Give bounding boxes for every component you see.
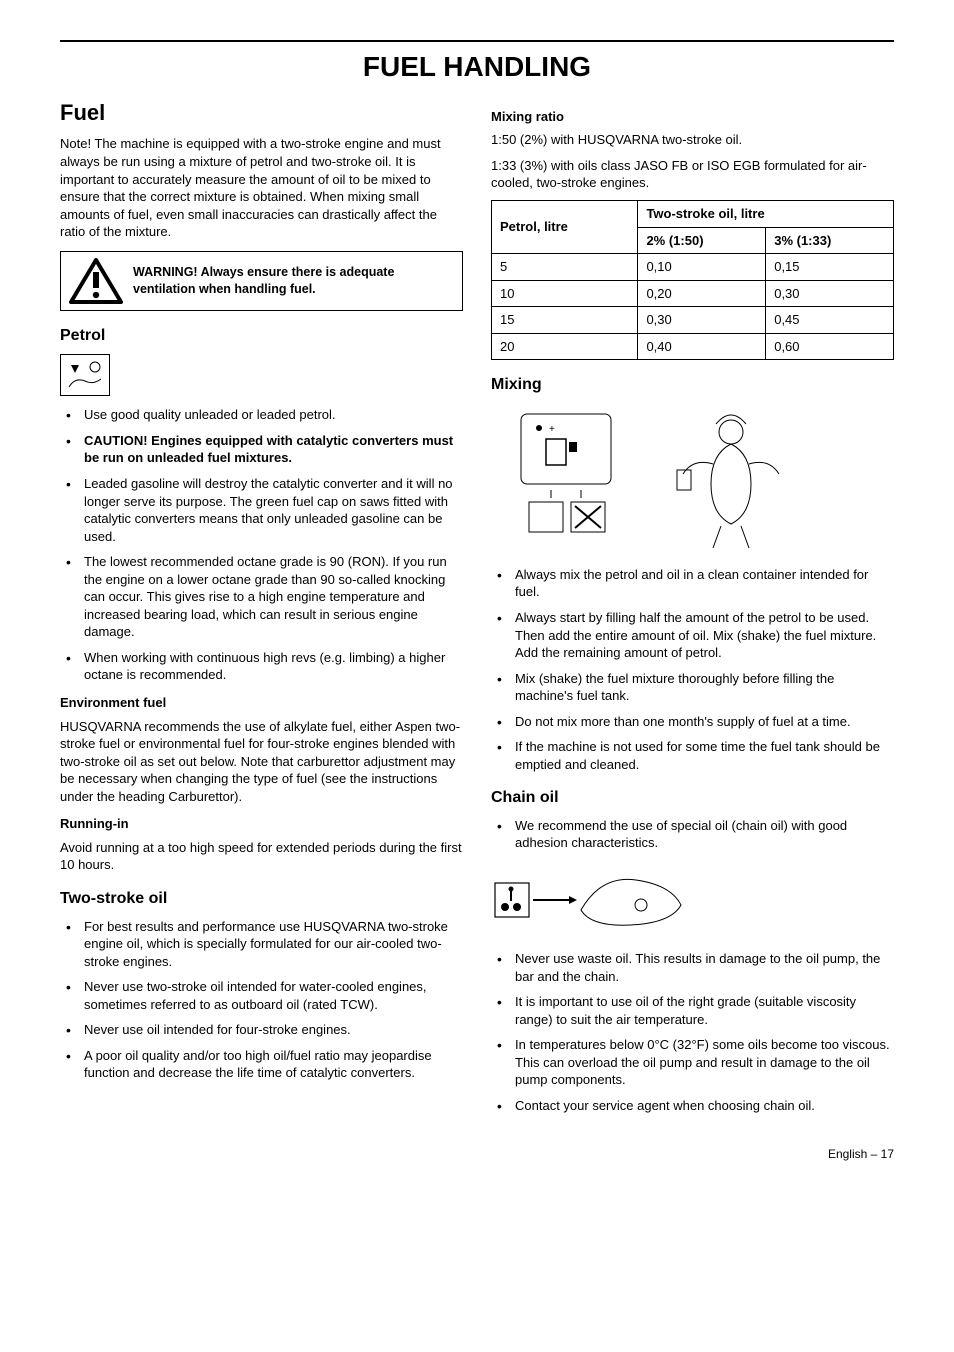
table-cell: 0,30: [638, 307, 766, 334]
table-row: 50,100,15: [492, 254, 894, 281]
table-cell: 0,40: [638, 333, 766, 360]
list-item: Always mix the petrol and oil in a clean…: [491, 566, 894, 601]
heading-fuel: Fuel: [60, 98, 463, 128]
page-footer: English – 17: [60, 1146, 894, 1162]
table-cell: 0,45: [766, 307, 894, 334]
table-header-2pct: 2% (1:50): [638, 227, 766, 254]
warning-box: WARNING! Always ensure there is adequate…: [60, 251, 463, 311]
warning-text: WARNING! Always ensure there is adequate…: [133, 264, 454, 298]
table-cell: 0,20: [638, 280, 766, 307]
warning-triangle-icon: [69, 258, 123, 304]
heading-chain-oil: Chain oil: [491, 787, 894, 809]
list-item: Leaded gasoline will destroy the catalyt…: [60, 475, 463, 545]
petrol-bullet-list: Use good quality unleaded or leaded petr…: [60, 406, 463, 684]
right-column: Mixing ratio 1:50 (2%) with HUSQVARNA tw…: [491, 98, 894, 1123]
table-cell: 10: [492, 280, 638, 307]
list-item: Never use two-stroke oil intended for wa…: [60, 978, 463, 1013]
list-item: Contact your service agent when choosing…: [491, 1097, 894, 1115]
list-item: A poor oil quality and/or too high oil/f…: [60, 1047, 463, 1082]
table-cell: 0,60: [766, 333, 894, 360]
list-item: Never use oil intended for four-stroke e…: [60, 1021, 463, 1039]
list-item: We recommend the use of special oil (cha…: [491, 817, 894, 852]
heading-petrol: Petrol: [60, 325, 463, 347]
running-in-text: Avoid running at a too high speed for ex…: [60, 839, 463, 874]
heading-mixing: Mixing: [491, 374, 894, 396]
two-stroke-bullet-list: For best results and performance use HUS…: [60, 918, 463, 1082]
list-item: CAUTION! Engines equipped with catalytic…: [60, 432, 463, 467]
list-item: When working with continuous high revs (…: [60, 649, 463, 684]
table-cell: 0,10: [638, 254, 766, 281]
petrol-illustration: [60, 354, 110, 396]
list-item: For best results and performance use HUS…: [60, 918, 463, 971]
table-cell: 0,30: [766, 280, 894, 307]
table-cell: 0,15: [766, 254, 894, 281]
page-title: FUEL HANDLING: [60, 40, 894, 86]
fuel-note: Note! The machine is equipped with a two…: [60, 135, 463, 240]
heading-two-stroke-oil: Two-stroke oil: [60, 888, 463, 910]
list-item: It is important to use oil of the right …: [491, 993, 894, 1028]
ratio-line-1: 1:50 (2%) with HUSQVARNA two-stroke oil.: [491, 131, 894, 149]
mixing-ratio-table: Petrol, litre Two-stroke oil, litre 2% (…: [491, 200, 894, 360]
table-row: 100,200,30: [492, 280, 894, 307]
heading-mixing-ratio: Mixing ratio: [491, 108, 894, 126]
table-row: 150,300,45: [492, 307, 894, 334]
left-column: Fuel Note! The machine is equipped with …: [60, 98, 463, 1123]
ratio-line-2: 1:33 (3%) with oils class JASO FB or ISO…: [491, 157, 894, 192]
list-item: Do not mix more than one month's supply …: [491, 713, 894, 731]
list-item: The lowest recommended octane grade is 9…: [60, 553, 463, 641]
table-cell: 15: [492, 307, 638, 334]
list-item: Mix (shake) the fuel mixture thoroughly …: [491, 670, 894, 705]
table-cell: 20: [492, 333, 638, 360]
table-header-3pct: 3% (1:33): [766, 227, 894, 254]
mixing-illustration: +: [491, 404, 894, 554]
list-item: If the machine is not used for some time…: [491, 738, 894, 773]
list-item: Never use waste oil. This results in dam…: [491, 950, 894, 985]
table-cell: 5: [492, 254, 638, 281]
chain-oil-illustration: [491, 860, 894, 940]
table-header-petrol: Petrol, litre: [492, 200, 638, 253]
chain-oil-first-bullet: We recommend the use of special oil (cha…: [491, 817, 894, 852]
list-item: Always start by filling half the amount …: [491, 609, 894, 662]
two-column-layout: Fuel Note! The machine is equipped with …: [60, 98, 894, 1123]
svg-text:+: +: [549, 424, 555, 435]
table-row: 200,400,60: [492, 333, 894, 360]
chain-oil-bullet-list: Never use waste oil. This results in dam…: [491, 950, 894, 1114]
table-header-oil: Two-stroke oil, litre: [638, 200, 894, 227]
heading-running-in: Running-in: [60, 815, 463, 833]
list-item: In temperatures below 0°C (32°F) some oi…: [491, 1036, 894, 1089]
heading-environment-fuel: Environment fuel: [60, 694, 463, 712]
list-item: Use good quality unleaded or leaded petr…: [60, 406, 463, 424]
environment-fuel-text: HUSQVARNA recommends the use of alkylate…: [60, 718, 463, 806]
mixing-bullet-list: Always mix the petrol and oil in a clean…: [491, 566, 894, 773]
